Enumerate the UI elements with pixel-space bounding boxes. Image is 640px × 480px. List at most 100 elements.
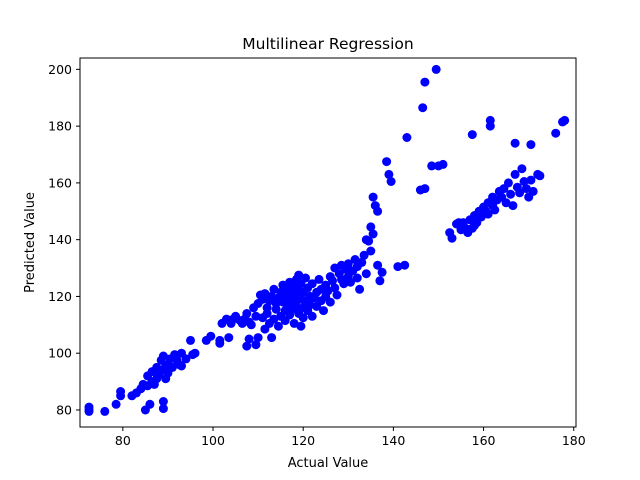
y-tick-label: 120 <box>48 289 72 304</box>
data-point <box>386 177 396 186</box>
data-point <box>519 177 529 186</box>
data-point <box>483 209 493 219</box>
data-point <box>328 276 337 286</box>
data-point <box>298 313 308 323</box>
data-point <box>352 273 362 283</box>
data-point <box>186 335 195 345</box>
data-point <box>291 301 301 311</box>
y-tick-label: 100 <box>48 346 72 361</box>
data-point <box>84 406 94 416</box>
y-axis-ticks: 80 100 120 140 160 180 200 <box>48 62 80 417</box>
data-point <box>551 128 561 138</box>
x-tick-label: 100 <box>201 433 225 448</box>
data-point <box>508 201 518 211</box>
data-point <box>420 184 430 194</box>
y-tick-label: 180 <box>48 119 72 134</box>
data-point <box>301 273 310 283</box>
data-point <box>206 331 216 341</box>
data-point <box>528 186 538 196</box>
data-point <box>158 397 168 406</box>
data-point <box>375 276 385 286</box>
data-point <box>438 159 448 169</box>
data-point <box>485 115 495 125</box>
x-tick-label: 180 <box>562 433 586 448</box>
data-point <box>267 291 277 301</box>
data-point <box>294 270 304 280</box>
data-point <box>402 133 412 142</box>
data-point <box>273 321 283 331</box>
data-point <box>359 250 369 260</box>
plot-frame <box>79 57 577 428</box>
data-point <box>242 341 252 351</box>
data-point <box>224 333 234 343</box>
data-point <box>319 306 328 316</box>
y-tick-label: 160 <box>48 175 72 190</box>
x-tick-label: 160 <box>472 433 496 448</box>
data-point <box>510 138 520 148</box>
data-point <box>368 192 378 202</box>
data-point <box>490 205 500 215</box>
data-point <box>467 130 477 140</box>
data-point <box>215 338 225 348</box>
data-point <box>330 283 340 293</box>
data-point <box>560 115 570 125</box>
data-point <box>400 260 410 270</box>
data-point <box>111 399 121 409</box>
data-point <box>526 140 536 150</box>
x-axis-ticks: 80 100 120 140 160 180 <box>115 427 586 448</box>
data-point <box>366 246 376 256</box>
data-point <box>251 311 261 321</box>
data-point <box>515 188 525 198</box>
data-point <box>526 175 536 185</box>
data-point <box>501 198 511 208</box>
data-point <box>339 279 349 289</box>
data-point <box>145 399 155 409</box>
data-point <box>418 103 428 113</box>
x-tick-label: 80 <box>115 433 131 448</box>
data-point <box>269 314 279 324</box>
data-point <box>167 362 177 372</box>
data-point <box>510 169 520 179</box>
data-point <box>361 269 371 279</box>
y-tick-label: 80 <box>56 402 72 417</box>
data-point <box>535 171 545 181</box>
data-point <box>382 157 392 167</box>
data-point <box>332 290 342 300</box>
data-point <box>355 284 365 294</box>
data-point <box>314 274 324 284</box>
scatter-points <box>84 64 570 416</box>
data-point <box>251 340 261 350</box>
data-point <box>357 257 367 267</box>
data-point <box>246 320 256 330</box>
x-tick-label: 140 <box>381 433 405 448</box>
data-point <box>521 184 531 194</box>
data-point <box>431 64 441 74</box>
data-point <box>242 309 252 318</box>
data-point <box>262 303 272 313</box>
data-point <box>158 404 168 414</box>
data-point <box>269 284 279 294</box>
data-point <box>307 311 317 321</box>
data-point <box>177 361 186 371</box>
data-point <box>506 189 516 199</box>
data-point <box>116 387 126 396</box>
data-point <box>296 321 306 331</box>
data-point <box>325 297 335 307</box>
y-tick-label: 140 <box>48 232 72 247</box>
data-point <box>244 334 254 344</box>
data-point <box>158 351 168 361</box>
x-axis-title: Actual Value <box>288 456 369 471</box>
data-point <box>377 267 387 277</box>
y-tick-label: 200 <box>48 62 72 77</box>
data-point <box>305 300 315 310</box>
chart-title: Multilinear Regression <box>242 35 413 53</box>
data-point <box>427 161 437 171</box>
data-point <box>517 164 527 174</box>
y-axis-title: Predicted Value <box>23 192 38 293</box>
data-point <box>393 262 403 272</box>
data-point <box>253 333 263 343</box>
data-point <box>373 260 383 270</box>
data-point <box>323 286 333 296</box>
data-point <box>267 333 277 343</box>
